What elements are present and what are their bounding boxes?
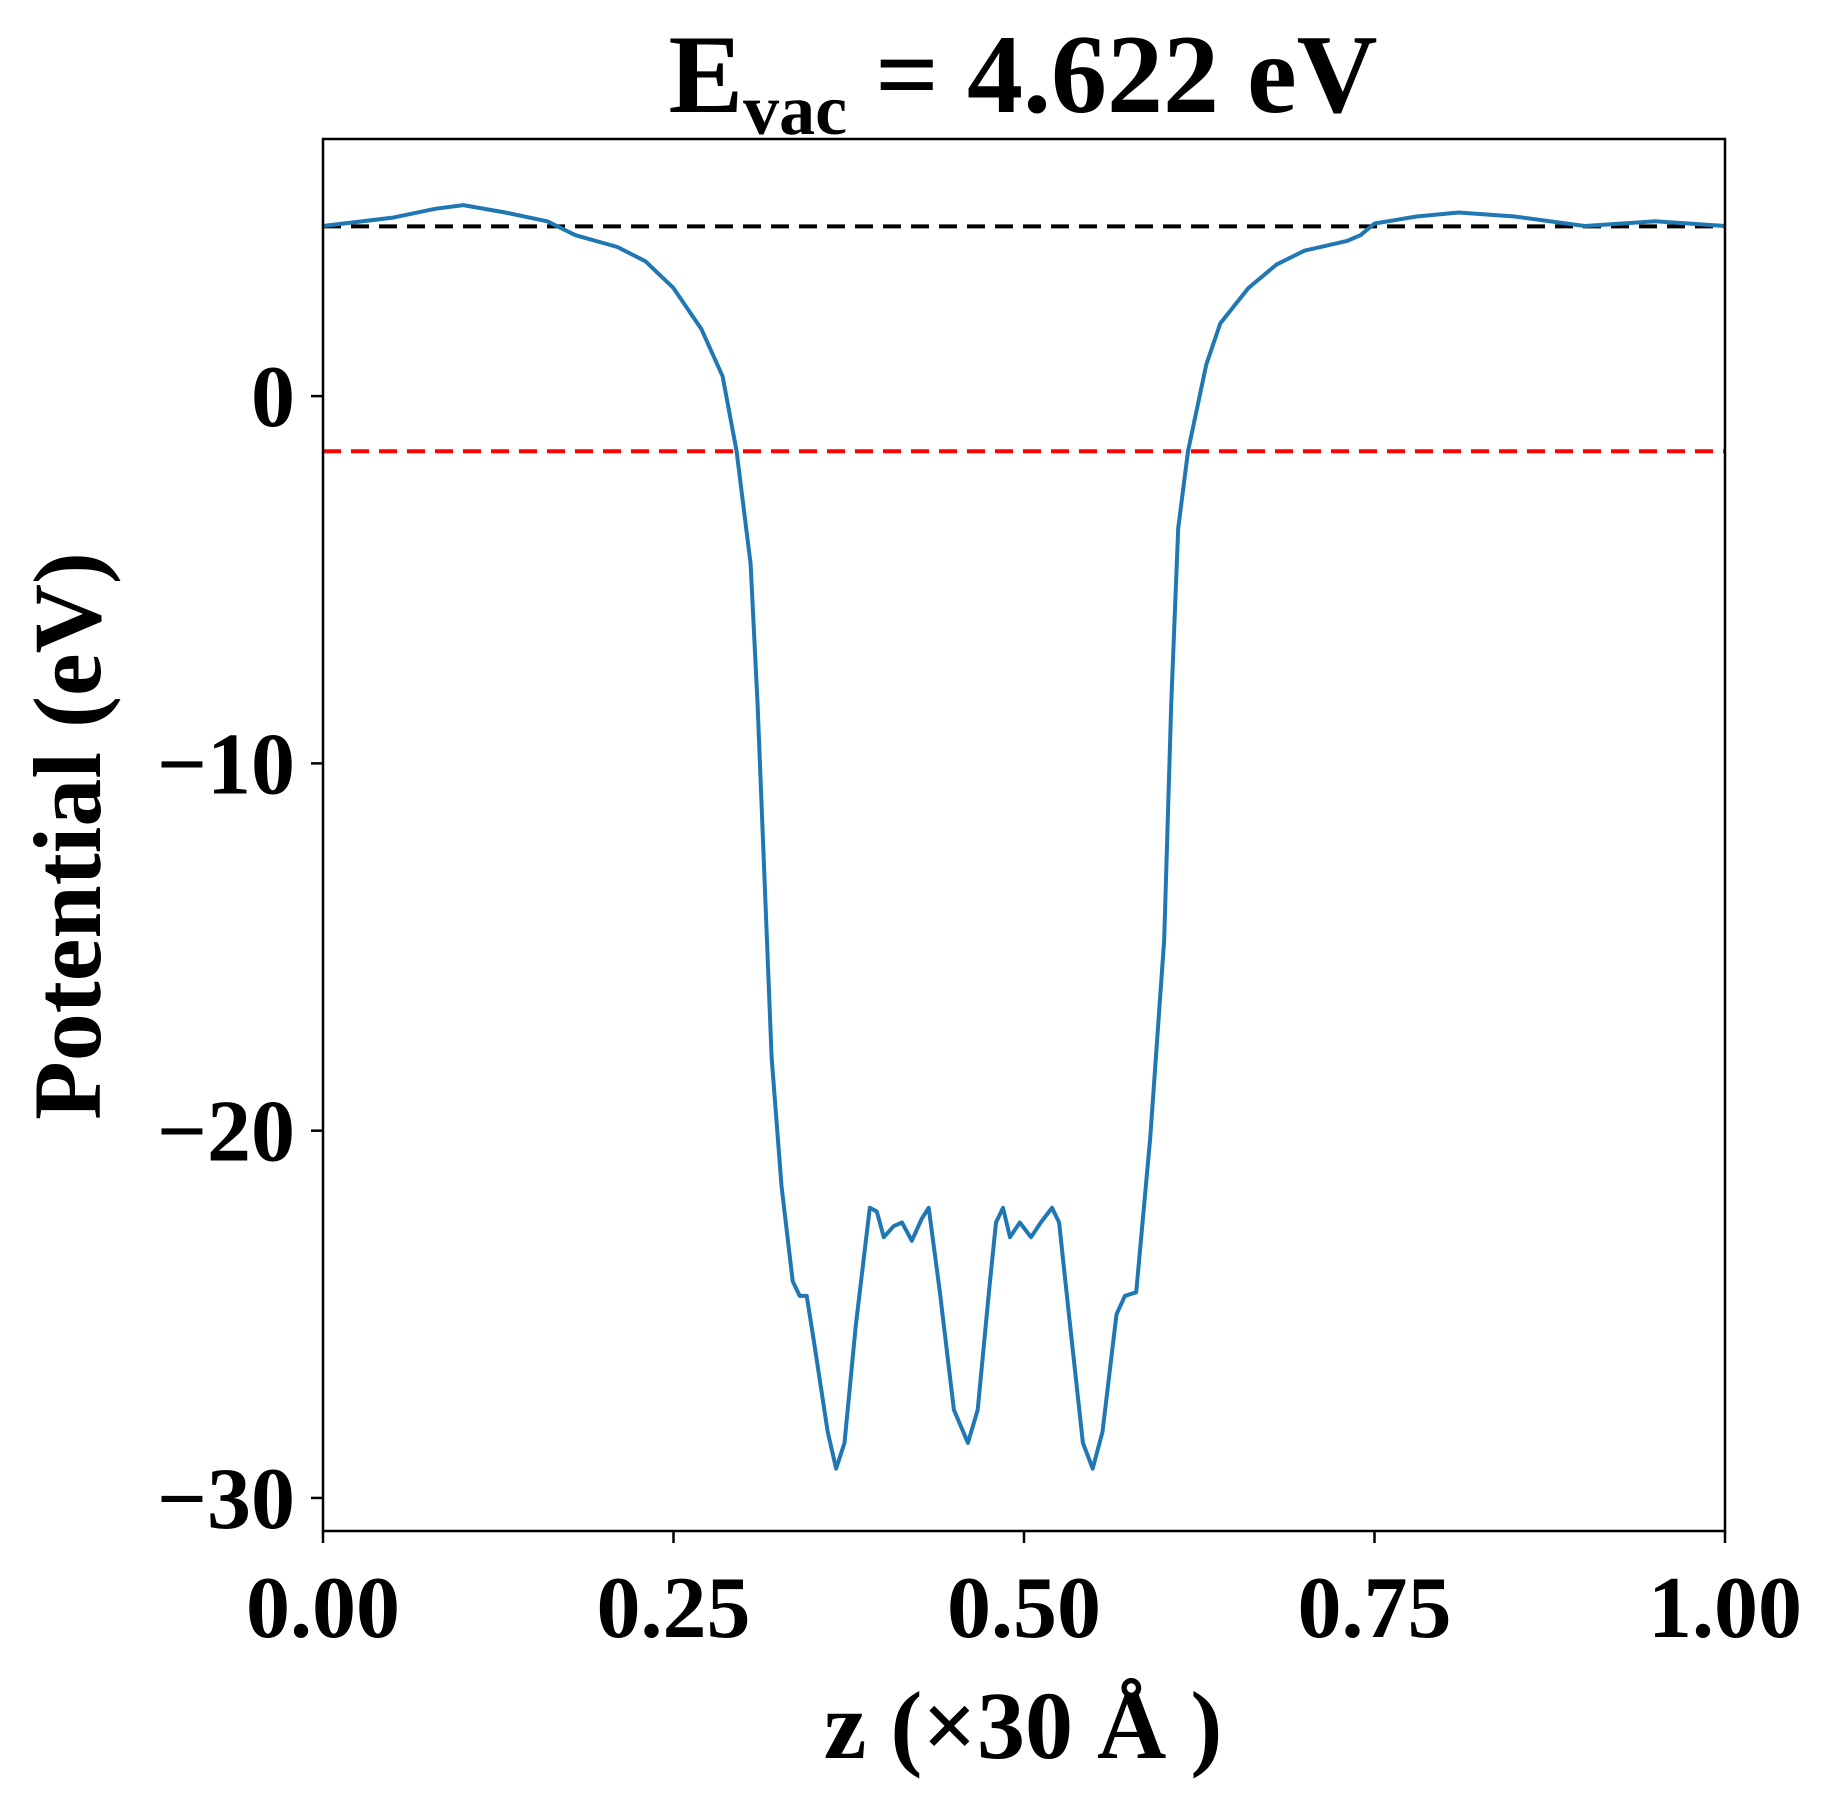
x-axis-label: z (×30 Å ) xyxy=(824,1672,1223,1779)
y-tick-label: −30 xyxy=(157,1451,295,1548)
x-tick-label: 0.25 xyxy=(597,1560,751,1657)
chart-title: Evac = 4.622 eV xyxy=(668,13,1377,150)
plot-frame xyxy=(321,137,1727,1533)
x-tick-label: 0.00 xyxy=(246,1560,400,1657)
y-tick-label: −10 xyxy=(157,716,295,813)
x-tick-label: 0.50 xyxy=(947,1560,1101,1657)
x-tick-label: 1.00 xyxy=(1648,1560,1802,1657)
title-sub: vac xyxy=(743,70,847,150)
x-tick-label: 0.75 xyxy=(1298,1560,1452,1657)
y-tick-label: 0 xyxy=(251,349,295,446)
y-tick-label: −20 xyxy=(157,1084,295,1181)
data-line xyxy=(322,203,1726,1471)
title-rest: = 4.622 eV xyxy=(847,13,1377,137)
y-axis-label: Potential (eV) xyxy=(14,552,121,1120)
title-main: E xyxy=(668,13,743,137)
